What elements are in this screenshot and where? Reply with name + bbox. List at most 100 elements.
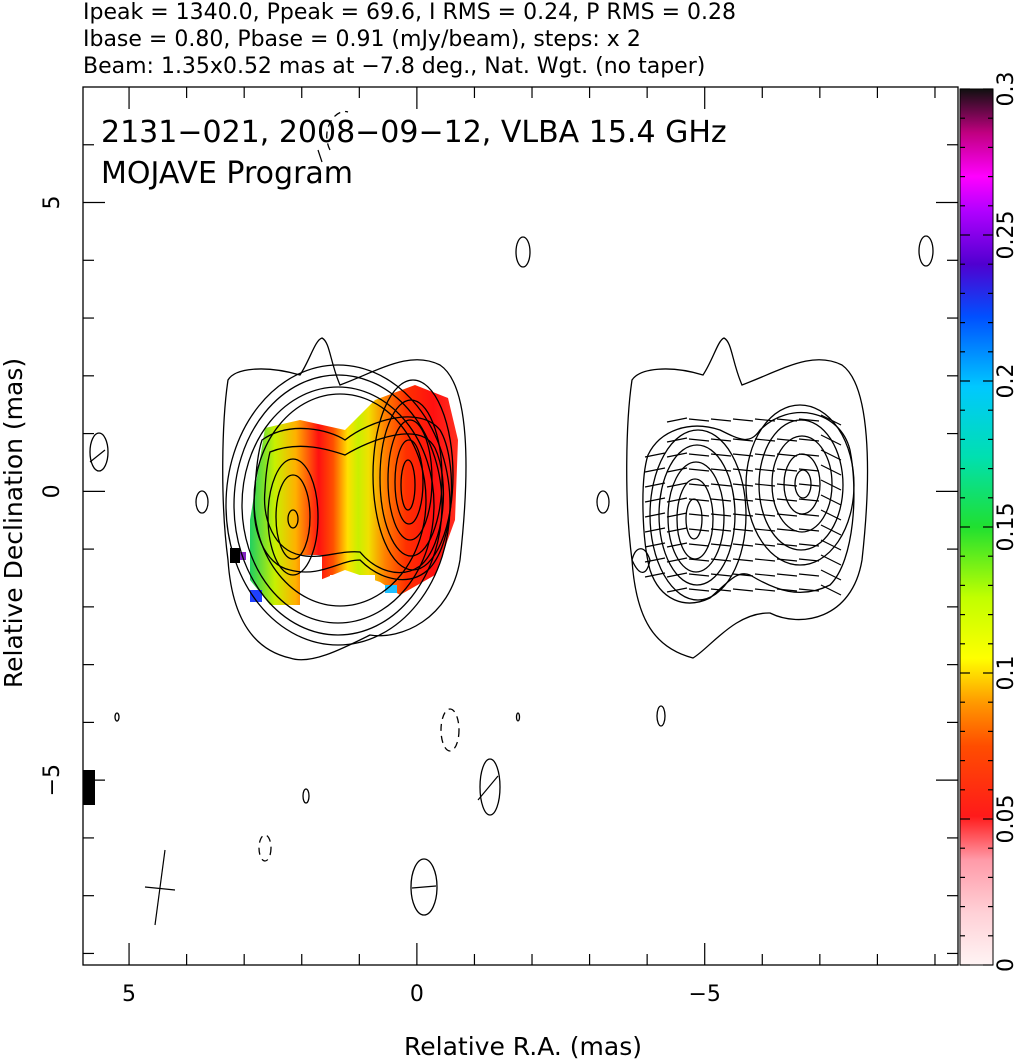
evpa-vector [732, 418, 754, 422]
evpa-vector [688, 468, 710, 472]
evpa-vector [754, 468, 776, 472]
evpa-vector [710, 438, 732, 442]
evpa-vector [820, 464, 842, 476]
evpa-vector [776, 558, 798, 562]
evpa-vector [798, 438, 820, 442]
evpa-vector [732, 498, 754, 502]
evpa-vector [732, 588, 754, 592]
evpa-vector [666, 437, 688, 443]
evpa-vector [754, 513, 776, 517]
evpa-vector [798, 528, 820, 532]
y-tick-label: −5 [40, 764, 65, 796]
evpa-vector [732, 483, 754, 487]
evpa-vector [666, 467, 688, 473]
intensity-contours-right [596, 235, 934, 727]
evpa-vector [754, 528, 776, 532]
evpa-vector [820, 479, 842, 491]
y-axis-label: Relative Declination (mas) [0, 358, 28, 688]
evpa-vector [754, 483, 776, 487]
evpa-vector [798, 468, 820, 472]
evpa-vector [644, 542, 666, 548]
y-tick-label: 0 [40, 484, 65, 498]
evpa-vector [820, 554, 842, 566]
evpa-vector [666, 417, 688, 423]
evpa-vector [732, 558, 754, 562]
x-tick-label: 0 [410, 982, 424, 1007]
chart-title-line-1: 2131−021, 2008−09−12, VLBA 15.4 GHz [101, 115, 727, 150]
evpa-vector [754, 438, 776, 442]
evpa-vector [688, 558, 710, 562]
evpa-vector [688, 418, 710, 422]
evpa-vector [754, 418, 776, 422]
colorbar-tick-label: 0 [994, 958, 1019, 972]
evpa-vector [644, 557, 666, 563]
evpa-vector [710, 558, 732, 562]
evpa-vector [710, 543, 732, 547]
evpa-vector [666, 572, 688, 578]
x-tick-label: −5 [688, 982, 720, 1007]
y-tick-label: 5 [40, 196, 65, 210]
evpa-vector [688, 588, 710, 592]
evpa-vector [666, 452, 688, 458]
evpa-vector [732, 453, 754, 457]
evpa-vector [688, 498, 710, 502]
evpa-vector [732, 528, 754, 532]
evpa-vector [820, 449, 842, 461]
evpa-vector [754, 573, 776, 577]
colorbar-tick-label: 0.05 [994, 795, 1019, 844]
colorbar-tick-label: 0.25 [994, 211, 1019, 260]
x-axis-label: Relative R.A. (mas) [404, 1032, 642, 1061]
chart-title-line-2: MOJAVE Program [101, 156, 353, 191]
evpa-vector [710, 498, 732, 502]
evpa-vector [776, 483, 798, 487]
evpa-vector [754, 498, 776, 502]
polarization-vectors-left [89, 149, 499, 926]
evpa-vector [820, 539, 842, 551]
evpa-vector [820, 509, 842, 521]
evpa-vector [776, 588, 798, 592]
intensity-contours-left [83, 111, 531, 916]
evpa-vector [644, 482, 666, 488]
evpa-vector [710, 573, 732, 577]
evpa-vector [820, 569, 842, 581]
evpa-vector [710, 588, 732, 592]
x-tick-label: 5 [122, 982, 136, 1007]
evpa-vector [754, 558, 776, 562]
colorbar-tick-label: 0.2 [994, 364, 1019, 399]
evpa-vector [688, 438, 710, 442]
evpa-vector [798, 513, 820, 517]
evpa-vector [644, 497, 666, 503]
evpa-vector [776, 528, 798, 532]
evpa-vector [732, 438, 754, 442]
evpa-vector [798, 573, 820, 577]
evpa-vector [820, 524, 842, 536]
evpa-vector [798, 418, 820, 422]
evpa-vector [776, 573, 798, 577]
evpa-vector [776, 498, 798, 502]
evpa-vector [644, 512, 666, 518]
evpa-vector [710, 513, 732, 517]
evpa-vector [798, 543, 820, 547]
evpa-vector [688, 483, 710, 487]
evpa-vector [776, 468, 798, 472]
evpa-vector [710, 468, 732, 472]
evpa-vector [644, 452, 666, 458]
evpa-vector [688, 528, 710, 532]
evpa-vector [710, 453, 732, 457]
evpa-vector [776, 438, 798, 442]
evpa-vector [688, 513, 710, 517]
evpa-vector [688, 573, 710, 577]
evpa-vector [776, 453, 798, 457]
header-line-2: Ibase = 0.80, Pbase = 0.91 (mJy/beam), s… [83, 27, 641, 52]
header-line-1: Ipeak = 1340.0, Ppeak = 69.6, I RMS = 0.… [83, 0, 736, 25]
colorbar-tick-label: 0.1 [994, 656, 1019, 691]
evpa-vector [732, 468, 754, 472]
colorbar-tick-label: 0.15 [994, 503, 1019, 552]
evpa-vector [710, 418, 732, 422]
evpa-vector [798, 558, 820, 562]
evpa-vector [732, 573, 754, 577]
evpa-vector [644, 572, 666, 578]
plot-frame [82, 86, 959, 966]
evpa-vector [688, 543, 710, 547]
